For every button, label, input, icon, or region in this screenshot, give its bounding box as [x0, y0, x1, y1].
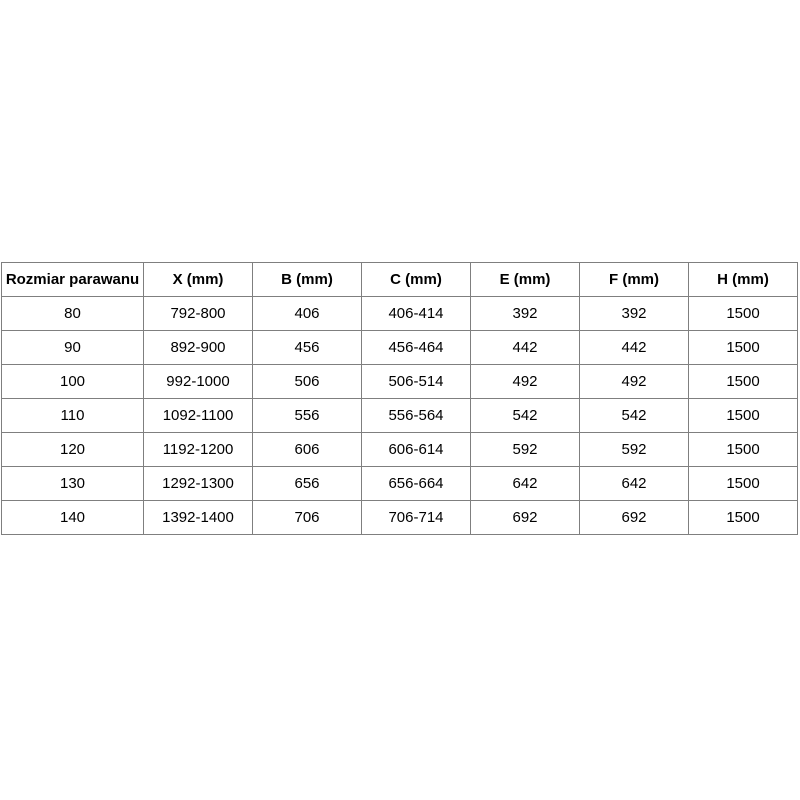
table-cell: 992-1000: [143, 364, 253, 399]
column-header: C (mm): [361, 262, 471, 297]
table-cell: 592: [579, 432, 689, 467]
table-cell: 456: [252, 330, 362, 365]
table-cell: 442: [470, 330, 580, 365]
table-cell: 80: [1, 296, 144, 331]
table-cell: 556: [252, 398, 362, 433]
table-cell: 140: [1, 500, 144, 535]
table-cell: 556-564: [361, 398, 471, 433]
table-cell: 892-900: [143, 330, 253, 365]
column-header: Rozmiar parawanu: [1, 262, 144, 297]
table-cell: 592: [470, 432, 580, 467]
table-cell: 642: [579, 466, 689, 501]
table-cell: 110: [1, 398, 144, 433]
table-cell: 1500: [688, 466, 798, 501]
table-cell: 90: [1, 330, 144, 365]
table-cell: 606-614: [361, 432, 471, 467]
column-header: H (mm): [688, 262, 798, 297]
table-cell: 642: [470, 466, 580, 501]
table-cell: 1500: [688, 296, 798, 331]
table-cell: 1500: [688, 432, 798, 467]
column-header: B (mm): [252, 262, 362, 297]
column-header: X (mm): [143, 262, 253, 297]
table-cell: 656-664: [361, 466, 471, 501]
table-cell: 406: [252, 296, 362, 331]
table-row: 90 892-900 456 456-464 442 442 1500: [1, 330, 798, 365]
table-cell: 792-800: [143, 296, 253, 331]
table-cell: 706-714: [361, 500, 471, 535]
table-cell: 656: [252, 466, 362, 501]
table-cell: 392: [470, 296, 580, 331]
table-cell: 506-514: [361, 364, 471, 399]
table-row: 120 1192-1200 606 606-614 592 592 1500: [1, 432, 798, 467]
table-cell: 1092-1100: [143, 398, 253, 433]
table-cell: 1292-1300: [143, 466, 253, 501]
table-cell: 456-464: [361, 330, 471, 365]
table-row: 80 792-800 406 406-414 392 392 1500: [1, 296, 798, 331]
dimensions-table: Rozmiar parawanu X (mm) B (mm) C (mm) E (mm)…: [1, 262, 798, 535]
table-cell: 542: [470, 398, 580, 433]
table-cell: 606: [252, 432, 362, 467]
table-cell: 506: [252, 364, 362, 399]
table-cell: 406-414: [361, 296, 471, 331]
table-cell: 1500: [688, 364, 798, 399]
table-cell: 1392-1400: [143, 500, 253, 535]
column-header: E (mm): [470, 262, 580, 297]
table-cell: 492: [470, 364, 580, 399]
table-cell: 442: [579, 330, 689, 365]
header-row: Rozmiar parawanu X (mm) B (mm) C (mm) E (mm)…: [1, 262, 798, 297]
table-cell: 120: [1, 432, 144, 467]
table-row: 110 1092-1100 556 556-564 542 542 1500: [1, 398, 798, 433]
table-cell: 392: [579, 296, 689, 331]
table-cell: 1500: [688, 398, 798, 433]
table-cell: 706: [252, 500, 362, 535]
table-cell: 1192-1200: [143, 432, 253, 467]
table-cell: 542: [579, 398, 689, 433]
table-row: 140 1392-1400 706 706-714 692 692 1500: [1, 500, 798, 535]
table-cell: 1500: [688, 330, 798, 365]
table-row: 130 1292-1300 656 656-664 642 642 1500: [1, 466, 798, 501]
table-cell: 492: [579, 364, 689, 399]
table-row: 100 992-1000 506 506-514 492 492 1500: [1, 364, 798, 399]
table-cell: 130: [1, 466, 144, 501]
table-cell: 1500: [688, 500, 798, 535]
table-cell: 100: [1, 364, 144, 399]
table-cell: 692: [470, 500, 580, 535]
table-cell: 692: [579, 500, 689, 535]
column-header: F (mm): [579, 262, 689, 297]
